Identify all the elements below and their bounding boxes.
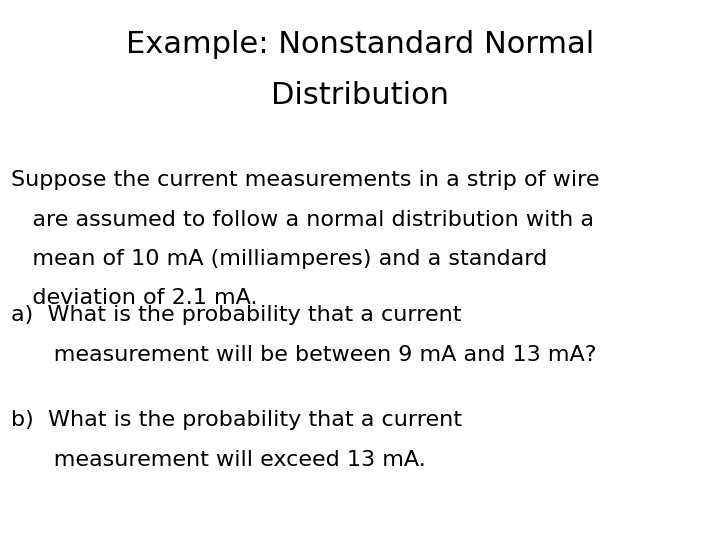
Text: b)  What is the probability that a current: b) What is the probability that a curren… (11, 410, 462, 430)
Text: Distribution: Distribution (271, 81, 449, 110)
Text: measurement will exceed 13 mA.: measurement will exceed 13 mA. (11, 450, 426, 470)
Text: measurement will be between 9 mA and 13 mA?: measurement will be between 9 mA and 13 … (11, 345, 596, 364)
Text: Suppose the current measurements in a strip of wire: Suppose the current measurements in a st… (11, 170, 599, 190)
Text: a)  What is the probability that a current: a) What is the probability that a curren… (11, 305, 462, 325)
Text: Example: Nonstandard Normal: Example: Nonstandard Normal (126, 30, 594, 59)
Text: deviation of 2.1 mA.: deviation of 2.1 mA. (11, 288, 257, 308)
Text: mean of 10 mA (milliamperes) and a standard: mean of 10 mA (milliamperes) and a stand… (11, 249, 547, 269)
Text: are assumed to follow a normal distribution with a: are assumed to follow a normal distribut… (11, 210, 594, 230)
